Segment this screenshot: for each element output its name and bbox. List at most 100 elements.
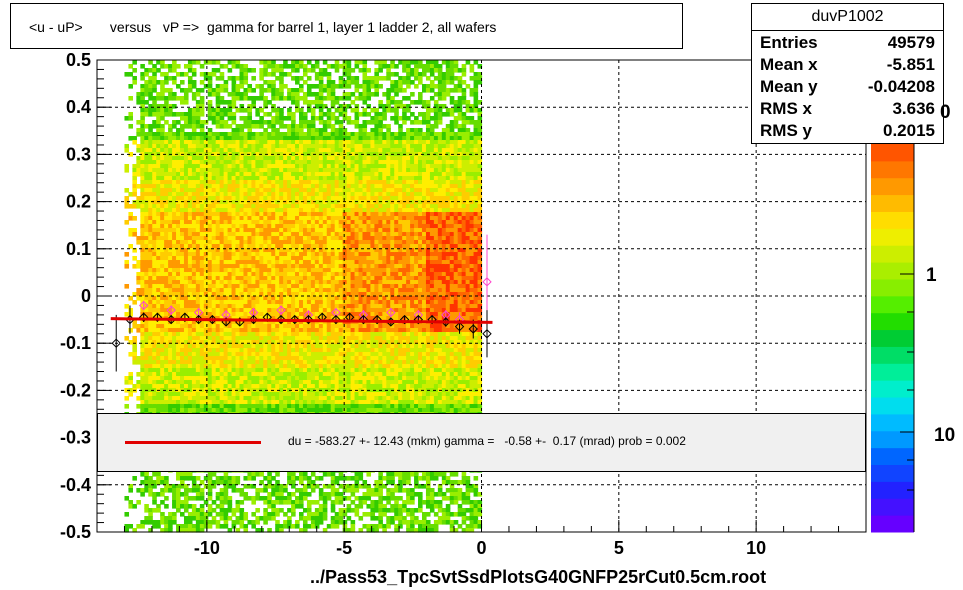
heat-cell — [247, 308, 253, 313]
heat-cell — [275, 488, 280, 493]
heat-cell — [132, 340, 137, 345]
heat-cell — [199, 200, 205, 205]
heat-cell — [227, 188, 233, 193]
heat-cell — [271, 304, 276, 309]
heat-cell — [191, 408, 197, 413]
heat-cell — [136, 404, 141, 409]
heat-cell — [295, 132, 300, 137]
heat-cell — [195, 92, 201, 97]
heat-cell — [195, 404, 201, 409]
heat-cell — [318, 216, 324, 221]
heat-cell — [176, 336, 181, 341]
heat-cell — [160, 344, 165, 349]
heat-cell — [255, 280, 260, 285]
heat-cell — [132, 228, 137, 233]
heat-cell — [295, 296, 300, 301]
heat-cell — [132, 360, 137, 365]
heat-cell — [279, 92, 284, 97]
heat-cell — [168, 128, 173, 133]
heat-cell — [302, 232, 308, 237]
heat-cell — [295, 496, 300, 501]
heat-cell — [231, 296, 237, 301]
heat-cell — [176, 232, 181, 237]
heat-cell — [128, 504, 133, 509]
heat-cell — [302, 368, 308, 373]
heat-cell — [124, 336, 130, 341]
heat-cell — [207, 492, 213, 497]
heat-cell — [326, 252, 332, 257]
heat-cell — [148, 188, 153, 193]
heat-cell — [310, 188, 316, 193]
heat-cell — [156, 296, 161, 301]
heat-cell — [267, 364, 272, 369]
heat-cell — [299, 228, 304, 233]
heat-cell — [164, 112, 169, 117]
heat-cell — [275, 292, 280, 297]
heat-cell — [306, 336, 312, 341]
heat-cell — [271, 324, 276, 329]
heat-cell — [255, 376, 260, 381]
heat-cell — [144, 168, 149, 173]
heat-cell — [207, 284, 213, 289]
heat-cell — [164, 516, 169, 521]
heat-cell — [128, 152, 133, 157]
heat-cell — [187, 116, 193, 121]
heat-cell — [231, 236, 237, 241]
heat-cell — [176, 144, 181, 149]
heat-cell — [291, 176, 296, 181]
heat-cell — [144, 376, 149, 381]
heat-cell — [259, 392, 264, 397]
heat-cell — [314, 256, 320, 261]
heat-cell — [180, 176, 185, 181]
heat-cell — [287, 332, 292, 337]
heat-cell — [219, 224, 225, 229]
heat-cell — [168, 408, 173, 413]
heat-cell — [160, 272, 165, 277]
heat-cell — [283, 288, 288, 293]
heat-cell — [306, 400, 312, 405]
heat-cell — [255, 160, 260, 165]
heat-cell — [172, 360, 177, 365]
heat-cell — [136, 396, 141, 401]
heat-cell — [140, 160, 145, 165]
heat-cell — [310, 320, 316, 325]
heat-cell — [148, 88, 153, 93]
heat-cell — [183, 328, 189, 333]
heat-cell — [176, 96, 181, 101]
heat-cell — [172, 292, 177, 297]
heat-cell — [187, 320, 193, 325]
heat-cell — [140, 404, 145, 409]
heat-cell — [279, 200, 284, 205]
heat-cell — [279, 208, 284, 213]
heat-cell — [160, 116, 165, 121]
heat-cell — [128, 192, 133, 197]
heat-cell — [140, 240, 145, 245]
heat-cell — [283, 360, 288, 365]
heat-cell — [211, 164, 217, 169]
heat-cell — [211, 280, 217, 285]
heat-cell — [255, 136, 260, 141]
heat-cell — [219, 140, 225, 145]
heat-cell — [251, 124, 256, 129]
heat-cell — [326, 164, 332, 169]
heat-cell — [160, 208, 165, 213]
heat-cell — [191, 216, 197, 221]
heat-cell — [191, 240, 197, 245]
heat-cell — [195, 392, 201, 397]
heat-cell — [180, 376, 185, 381]
heat-cell — [263, 132, 268, 137]
heat-cell — [302, 276, 308, 281]
heat-cell — [183, 376, 189, 381]
heat-cell — [140, 472, 145, 477]
heat-cell — [144, 312, 149, 317]
heat-cell — [227, 236, 233, 241]
heat-cell — [219, 256, 225, 261]
heat-cell — [140, 336, 145, 341]
heat-cell — [326, 144, 332, 149]
heat-cell — [160, 304, 165, 309]
heat-cell — [255, 164, 260, 169]
heat-cell — [239, 96, 245, 101]
heat-cell — [191, 124, 197, 129]
heat-cell — [172, 380, 177, 385]
heat-cell — [152, 308, 157, 313]
